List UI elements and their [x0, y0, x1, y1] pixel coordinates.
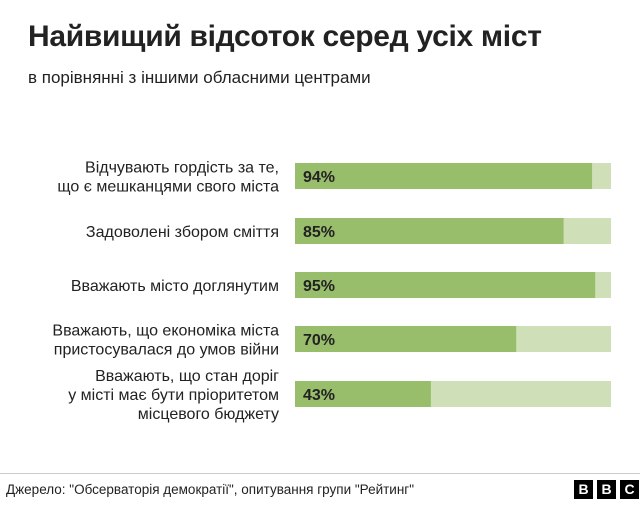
bar — [295, 218, 564, 244]
category-label-line: Вважають місто доглянутим — [71, 278, 279, 295]
bar-row: 85% Задоволені збором сміття — [86, 218, 611, 244]
category-label: Вважають, що стан доріг у місті має бути … — [68, 368, 279, 423]
category-label: Відчувають гордість за те, що є мешканцям… — [57, 160, 279, 196]
value-label: 43% — [303, 387, 335, 404]
category-label-line: Відчувають гордість за те, — [85, 160, 279, 177]
category-label-line: у місті має бути пріоритетом — [68, 387, 279, 404]
category-label-line: Вважають, що стан доріг — [95, 368, 279, 385]
bar — [295, 163, 593, 189]
category-label-line: пристосувалася до умов війни — [54, 342, 279, 359]
category-label: Вважають місто доглянутим — [71, 278, 279, 295]
chart-title: Найвищий відсоток серед усіх міст — [28, 20, 542, 53]
bbc-logo: B B C — [574, 480, 639, 499]
bar-row: 43% Вважають, що стан доріг у місті має бу… — [68, 368, 611, 423]
bbc-logo-letter-2: B — [597, 480, 616, 499]
category-label-line: Задоволені збором сміття — [86, 224, 279, 241]
bbc-logo-letter-3: C — [620, 480, 639, 499]
bbc-logo-letter-1: B — [574, 480, 593, 499]
value-label: 95% — [303, 278, 335, 295]
category-label-line: місцевого бюджету — [138, 406, 279, 423]
bar — [295, 326, 517, 352]
bar — [295, 381, 431, 407]
bar-row: 70% Вважають, що економіка міста пристосув… — [52, 323, 611, 359]
category-label-line: Вважають, що економіка міста — [52, 323, 279, 340]
chart-subtitle: в порівнянні з іншими обласними центрами — [28, 68, 371, 87]
bar-row: 94% Відчувають гордість за те, що є мешкан… — [57, 160, 611, 196]
value-label: 94% — [303, 169, 335, 186]
category-label-line: що є мешканцями свого міста — [57, 179, 279, 196]
source-note: Джерело: "Обсерваторія демократії", опит… — [6, 482, 415, 497]
bar-row: 95% Вважають місто доглянутим — [71, 272, 611, 298]
footer-divider — [0, 473, 640, 474]
value-label: 85% — [303, 224, 335, 241]
bar — [295, 272, 596, 298]
bar-chart: 94% Відчувають гордість за те, що є мешкан… — [52, 160, 611, 423]
category-label: Вважають, що економіка міста пристосувала… — [52, 323, 279, 359]
value-label: 70% — [303, 332, 335, 349]
category-label: Задоволені збором сміття — [86, 224, 279, 241]
